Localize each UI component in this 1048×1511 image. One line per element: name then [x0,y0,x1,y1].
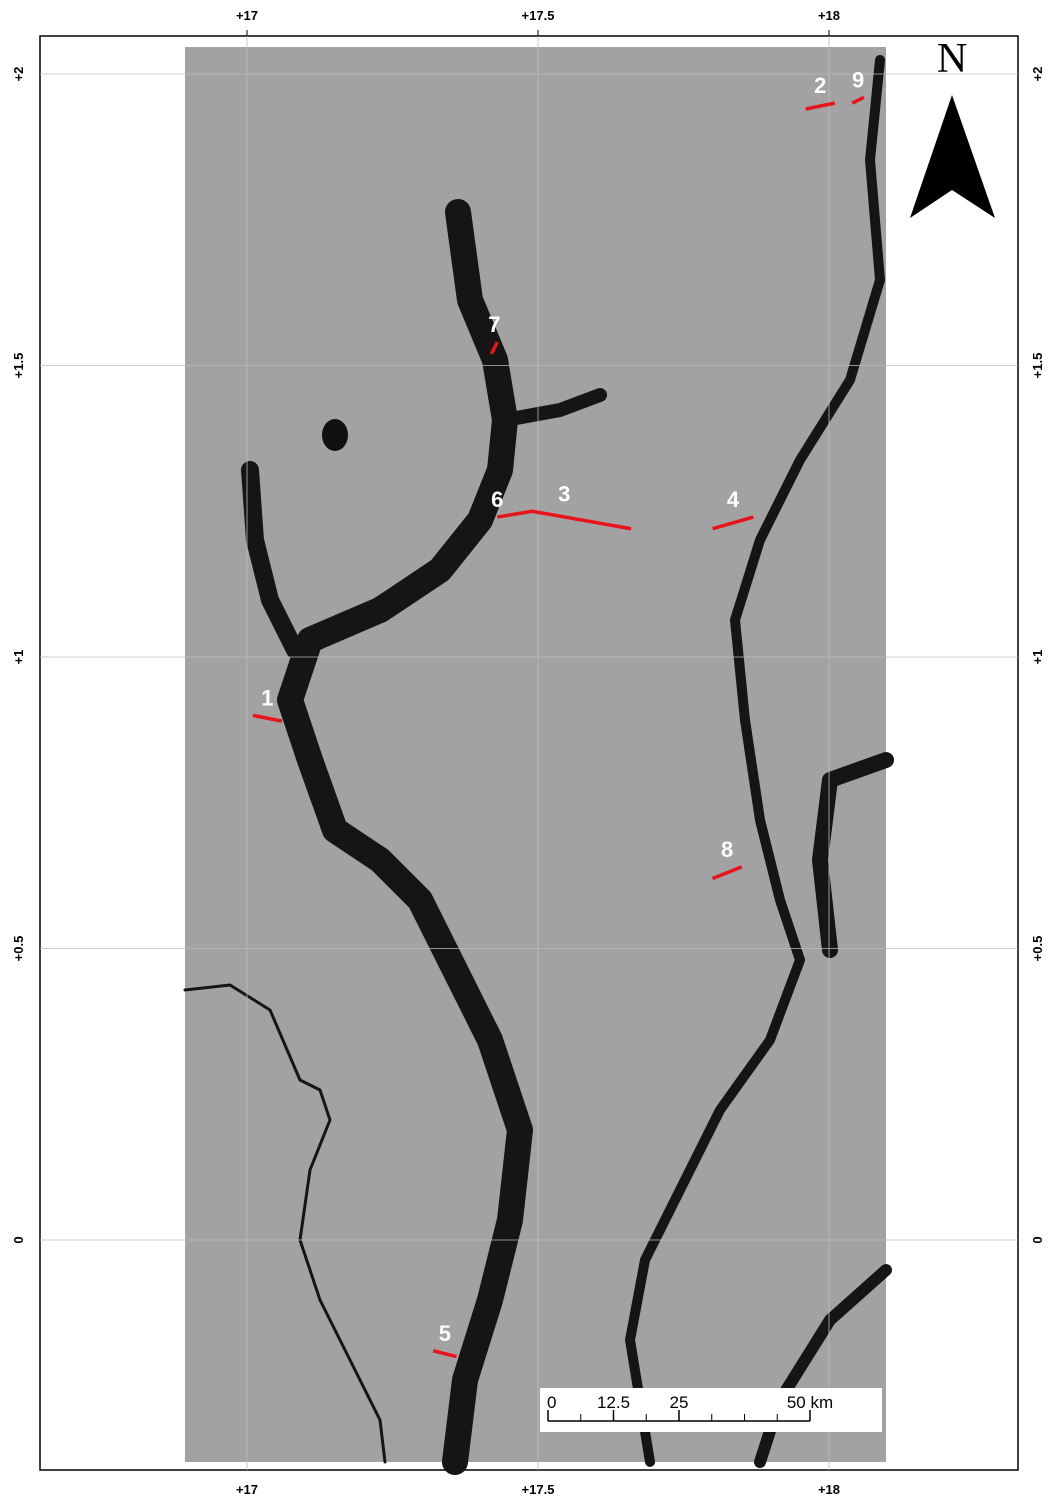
site-label: 5 [439,1321,451,1346]
y-tick-label: +0.5 [1030,936,1045,962]
site-label: 8 [721,837,733,862]
x-tick-label: +17 [236,1482,258,1497]
lake [322,419,348,451]
scale-label: 12.5 [597,1393,630,1412]
x-tick-label: +17 [236,8,258,23]
x-tick-label: +18 [818,1482,840,1497]
y-tick-label: +2 [11,67,26,82]
y-tick-label: 0 [1030,1236,1045,1243]
map: +17 +17 +17.5 +17.5 +18 +18 +2 +2 +1.5 +1.5 +1 +1 +0… [0,0,1048,1506]
site-label: 2 [814,73,826,98]
x-tick-label: +18 [818,8,840,23]
site-label: 6 [491,487,503,512]
site-label: 9 [852,67,864,92]
y-tick-label: +0.5 [11,936,26,962]
scale-bar: 0 12.5 25 50 km [540,1388,882,1432]
scale-label: 0 [547,1393,556,1412]
scale-label: 25 [670,1393,689,1412]
y-tick-label: +1.5 [11,353,26,379]
north-label: N [937,36,967,82]
x-tick-label: +17.5 [522,8,555,23]
satellite-image [185,47,886,1462]
site-label: 7 [488,312,500,337]
y-tick-label: +1 [1030,650,1045,665]
y-tick-label: +2 [1030,67,1045,82]
site-label: 3 [558,481,570,506]
scale-label: 50 km [787,1393,833,1412]
site-label: 1 [261,685,273,710]
site-label: 4 [727,487,740,512]
y-tick-label: +1.5 [1030,353,1045,379]
x-tick-label: +17.5 [522,1482,555,1497]
y-tick-label: 0 [11,1236,26,1243]
y-tick-label: +1 [11,650,26,665]
